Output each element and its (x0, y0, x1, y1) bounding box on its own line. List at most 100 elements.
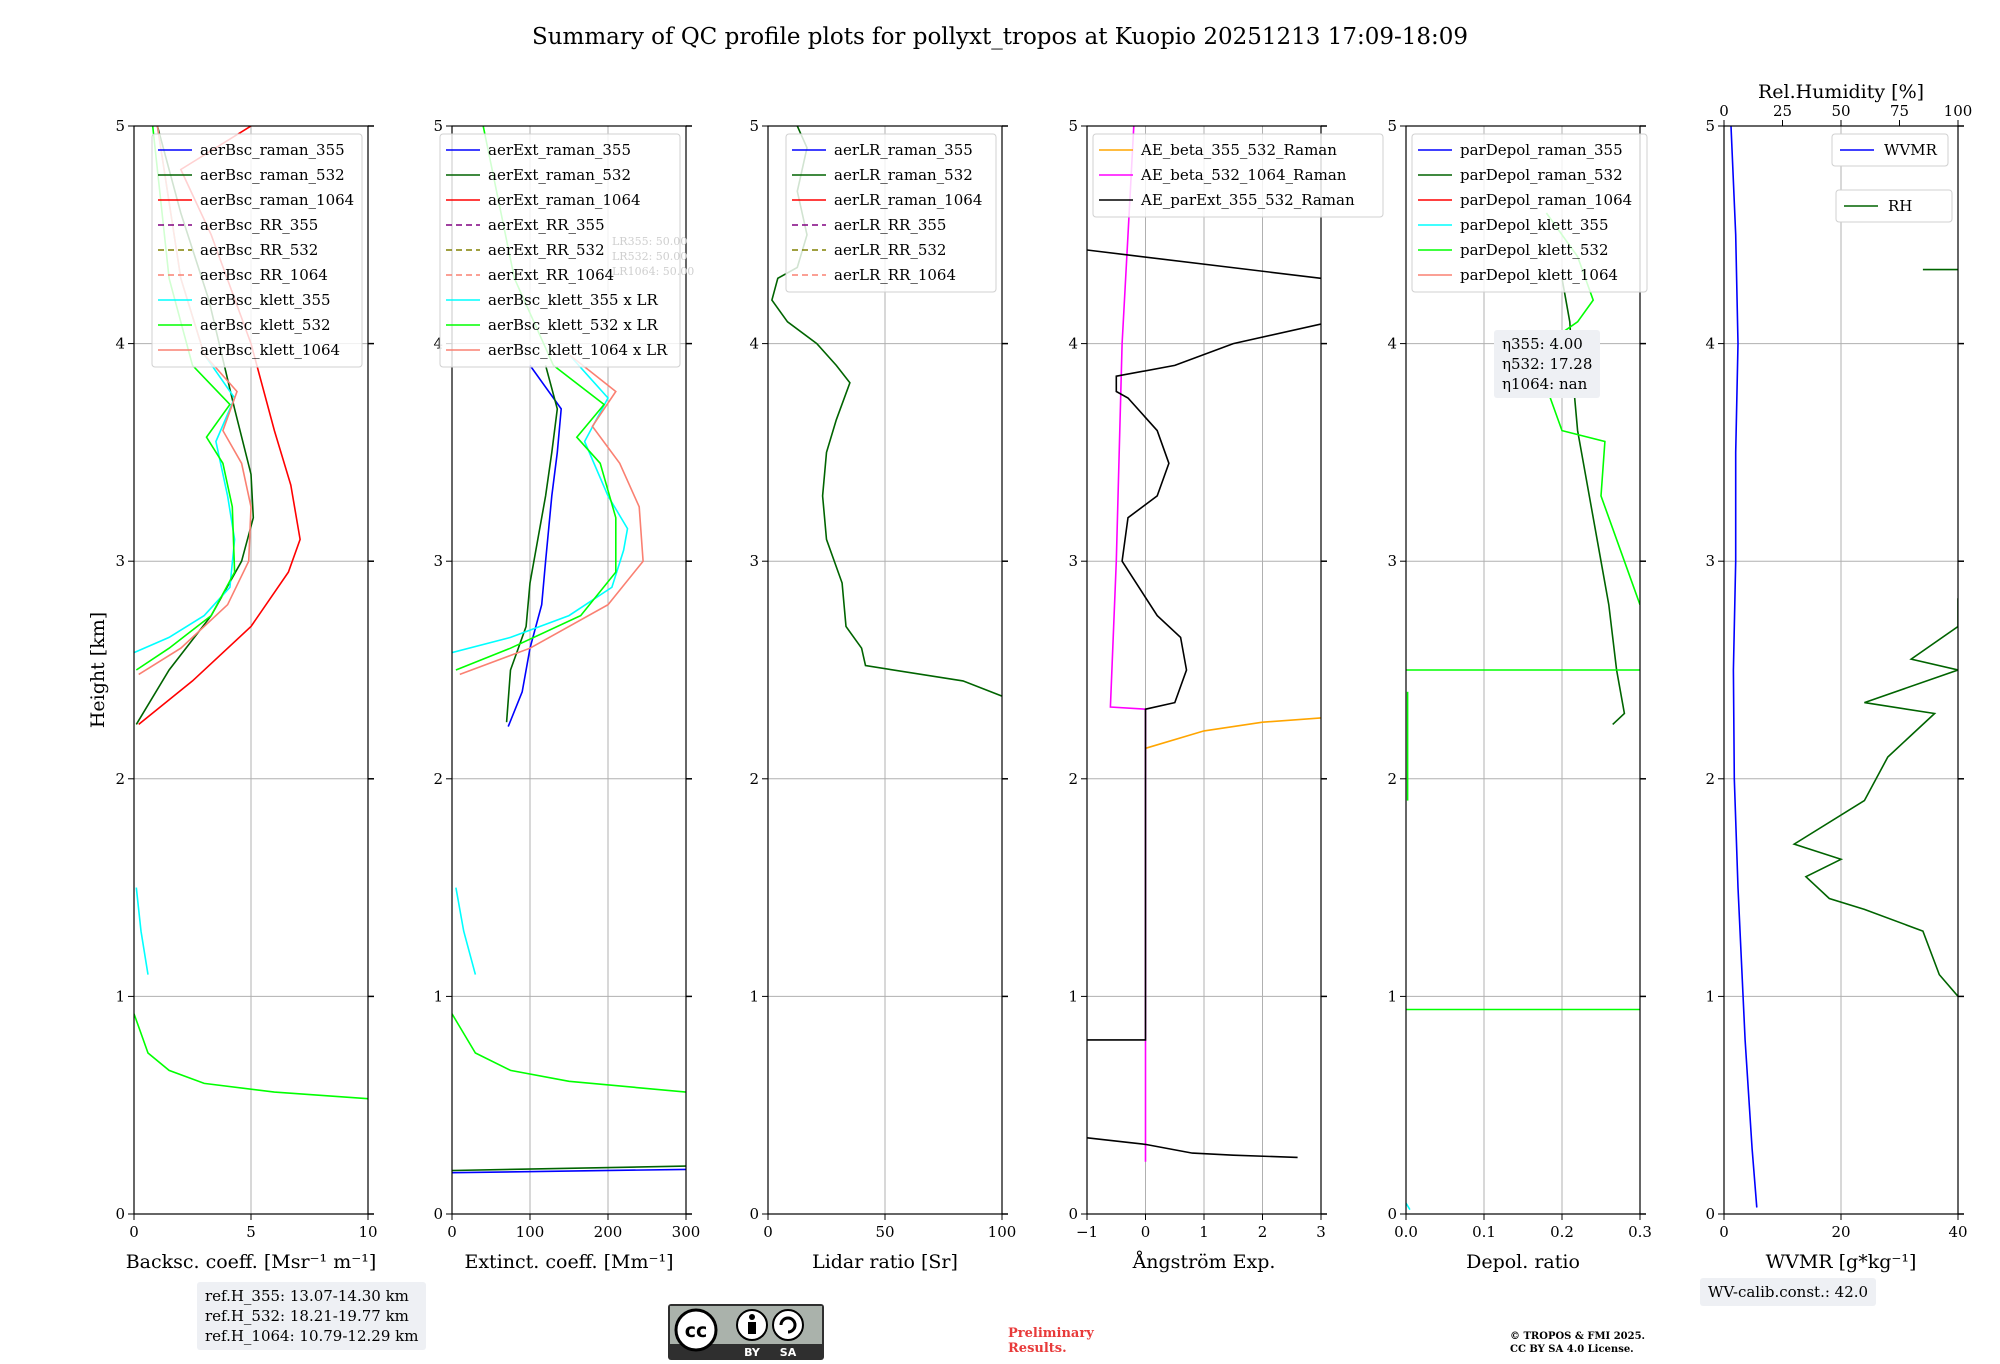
tick-label-y: 4 (749, 335, 759, 353)
tick-label-x: 1 (1199, 1223, 1209, 1241)
series-line-aerBsc_klett_1064-x-LR (459, 353, 644, 676)
series-line-RH (1792, 598, 1958, 997)
tick-label-x: 3 (1316, 1223, 1326, 1241)
tick-label-y: 0 (115, 1205, 125, 1223)
panel-frame (767, 125, 1003, 1215)
x-axis-label: Backsc. coeff. [Msr⁻¹ m⁻¹] (126, 1251, 377, 1273)
tick-label-x: 40 (1948, 1223, 1967, 1241)
tick-label-x: 200 (594, 1223, 623, 1241)
lr-settings-text: LR355: 50.00 LR532: 50.00 LR1064: 50.00 (612, 234, 694, 279)
legend-label: aerLR_raman_355 (834, 141, 973, 159)
legend-frame (1831, 133, 1949, 167)
x-axis-label: Depol. ratio (1466, 1251, 1580, 1273)
tick-label-y: 2 (433, 770, 443, 788)
preliminary-line-2: Results. (1008, 1341, 1067, 1356)
series-group (1087, 126, 1321, 1162)
tick-label-top: 100 (1944, 102, 1973, 120)
legend-label: aerExt_RR_1064 (488, 266, 614, 284)
tick-label-x: 100 (516, 1223, 545, 1241)
x-axis-label: Lidar ratio [Sr] (812, 1251, 958, 1273)
panel-depol: 0.0 0.1 0.2 0.3 0 1 2 3 4 5 Depol. ratio parDepol_r… (1387, 117, 1651, 1273)
legend-label: aerLR_raman_1064 (834, 191, 982, 209)
tick-label-x: 0.2 (1550, 1223, 1574, 1241)
legend: aerBsc_raman_355 aerBsc_raman_532 aerBsc_r… (151, 133, 363, 368)
series-line-lime_lower_ext (452, 1013, 686, 1093)
tick-label-x: 0 (1719, 1223, 1729, 1241)
tick-label-y: 2 (1387, 770, 1397, 788)
cc-badge-graphic: cc BY SA (670, 1306, 822, 1359)
sa-label: SA (780, 1346, 797, 1359)
tick-label-y: 4 (1387, 335, 1397, 353)
tick-label-y: 3 (1387, 552, 1397, 570)
legend-label: aerBsc_klett_1064 x LR (488, 341, 668, 359)
tick-label-y: 5 (1068, 117, 1078, 135)
series-line-cyan_lower (135, 887, 149, 975)
lr-355: LR355: 50.00 (612, 235, 688, 248)
wv-calib-box: WV-calib.const.: 42.0 (1700, 1278, 1877, 1306)
legend-label: aerBsc_raman_532 (200, 166, 345, 184)
legend-label: aerBsc_raman_355 (200, 141, 345, 159)
series-line-aerExt_raman_532 (505, 365, 559, 723)
legend-RH: RH (1835, 189, 1953, 223)
series-group (1730, 126, 1958, 1208)
tick-label-y: 4 (433, 335, 443, 353)
panel-wvmr: 0 20 40 0 1 2 3 4 5 WVMR [g*kg⁻¹] 0 25 50 75 100 Rel.Hu… (1705, 81, 1972, 1273)
by-label: BY (744, 1346, 761, 1359)
series-line-green_flat_ext (452, 1165, 686, 1172)
legend-label: aerBsc_RR_532 (200, 241, 318, 259)
lr-1064: LR1064: 50.00 (612, 265, 695, 278)
tick-label-x: 0 (1141, 1223, 1151, 1241)
legend-label: AE_parExt_355_532_Raman (1140, 191, 1355, 209)
tick-label-top: 75 (1890, 102, 1909, 120)
tick-label-x: 300 (672, 1223, 701, 1241)
tick-label-y: 4 (115, 335, 125, 353)
tick-label-x: 0 (763, 1223, 773, 1241)
series-line-AE_parExt_355_532_Raman (1087, 249, 1321, 280)
tick-label-y: 1 (433, 987, 443, 1005)
legend-label: aerLR_RR_1064 (834, 266, 956, 284)
series-line-lime_lower (134, 1013, 368, 1100)
tick-label-y: 2 (115, 770, 125, 788)
series-line-ae_black_2 (1087, 323, 1321, 1041)
tick-label-y: 3 (1705, 552, 1715, 570)
legend-label: parDepol_raman_355 (1460, 141, 1623, 159)
legend-label: RH (1888, 197, 1912, 215)
x-axis-label: Extinct. coeff. [Mm⁻¹] (464, 1251, 673, 1273)
x-axis-label: Ångström Exp. (1132, 1251, 1276, 1273)
legend-label: aerBsc_klett_355 (200, 291, 331, 309)
tick-label-y: 5 (1705, 117, 1715, 135)
tick-label-y: 4 (1068, 335, 1078, 353)
y-axis-label: Height [km] (87, 612, 109, 728)
ref-h-532: ref.H_532: 18.21-19.77 km (205, 1307, 409, 1325)
legend-frame (151, 133, 363, 368)
legend-label: AE_beta_532_1064_Raman (1140, 166, 1347, 184)
legend-WVMR: WVMR (1831, 133, 1949, 167)
legend: aerExt_raman_355 aerExt_raman_532 aerExt_r… (439, 133, 681, 368)
tick-label-y: 4 (1705, 335, 1715, 353)
legend-frame (1092, 133, 1384, 218)
cc-license-badge: cc BY SA (668, 1304, 824, 1360)
panel-extinction: 0 100 200 300 0 1 2 3 4 5 Extinct. coeff. [Mm⁻¹] ae… (433, 117, 700, 1273)
by-icon-head (749, 1314, 755, 1320)
tick-label-x: 20 (1831, 1223, 1850, 1241)
legend-label: aerBsc_RR_1064 (200, 266, 328, 284)
eta-532: η532: 17.28 (1502, 355, 1593, 373)
preliminary-note: Preliminary Results. (1008, 1326, 1094, 1356)
legend-label: parDepol_raman_1064 (1460, 191, 1632, 209)
legend-label: parDepol_klett_532 (1460, 241, 1609, 259)
copyright-note: © TROPOS & FMI 2025. CC BY SA 4.0 Licens… (1510, 1330, 1645, 1356)
tick-label-top: 50 (1831, 102, 1850, 120)
tick-label-y: 0 (1705, 1205, 1715, 1223)
by-icon-body (748, 1322, 756, 1334)
legend-label: aerExt_raman_1064 (488, 191, 641, 209)
legend-label: aerExt_raman_355 (488, 141, 631, 159)
series-line-ae_black_3 (1087, 1137, 1298, 1159)
legend-frame (785, 133, 997, 293)
tick-label-y: 0 (433, 1205, 443, 1223)
eta-1064: η1064: nan (1502, 375, 1588, 393)
tick-label-y: 3 (115, 552, 125, 570)
legend-label: aerExt_raman_532 (488, 166, 631, 184)
